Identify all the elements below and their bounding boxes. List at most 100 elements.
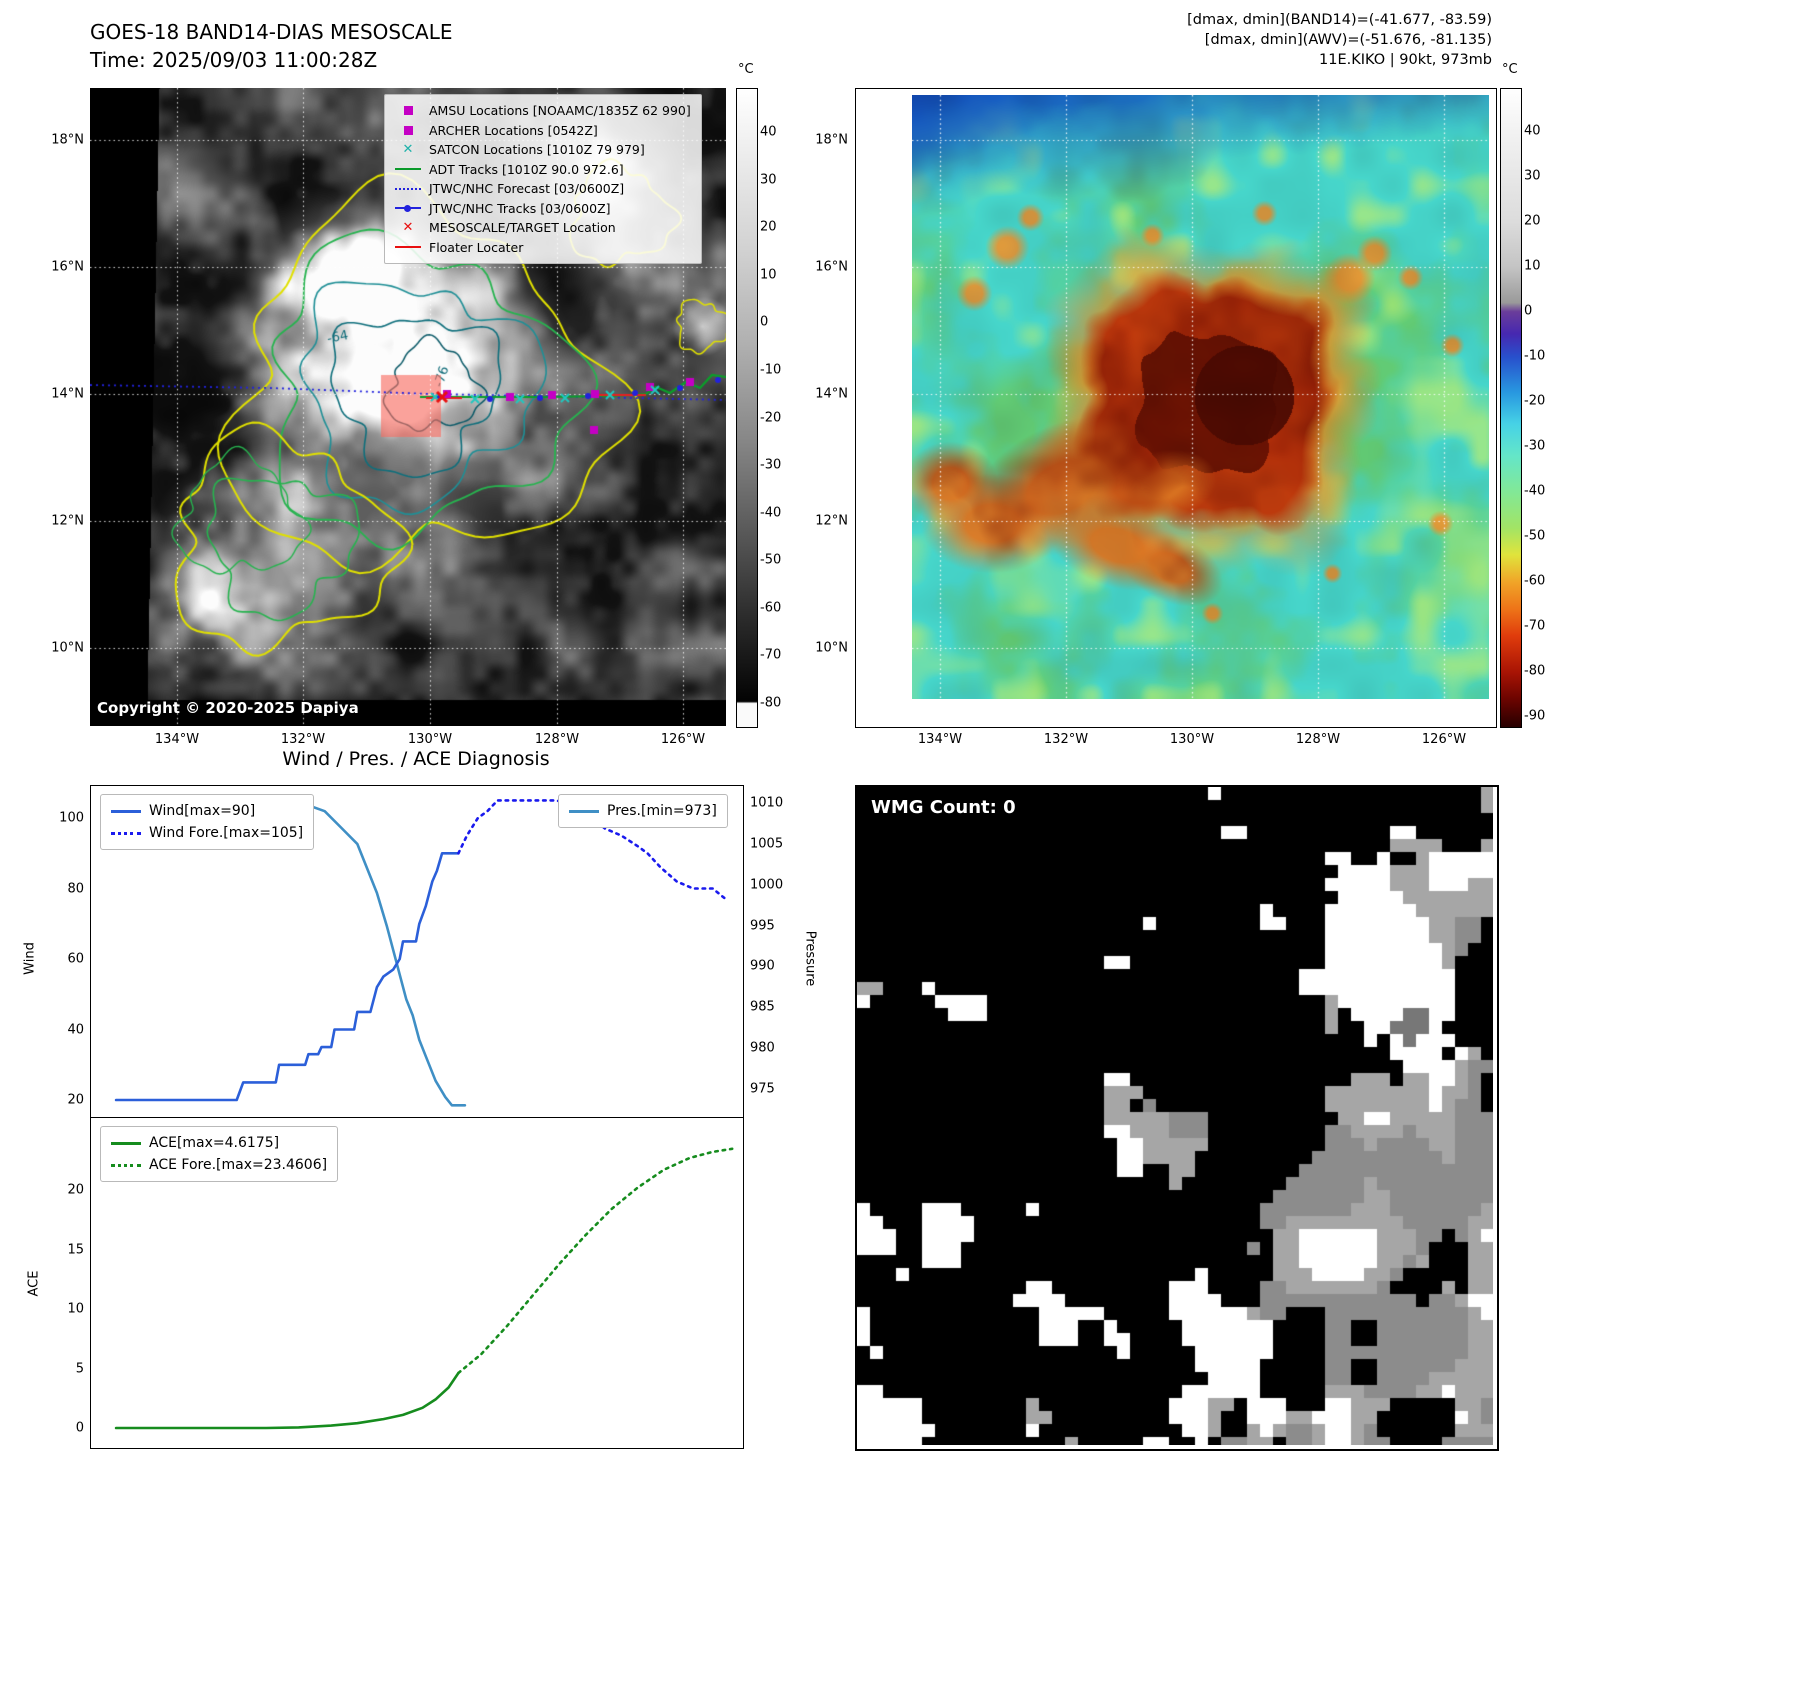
legend-label: JTWC/NHC Tracks [03/0600Z] xyxy=(429,200,611,216)
tick-label: 14°N xyxy=(815,386,848,402)
square-marker-icon xyxy=(393,106,423,116)
tick-label: -30 xyxy=(1524,438,1546,454)
tick-label: 10 xyxy=(67,1301,84,1317)
ace-axis-label: ACE xyxy=(26,1270,42,1297)
legend-label: ACE[max=4.6175] xyxy=(149,1135,280,1151)
legend-swatch xyxy=(111,831,141,835)
tick-label: 980 xyxy=(750,1040,775,1056)
tick-label: 18°N xyxy=(815,132,848,148)
wind-legend: Wind[max=90] Wind Fore.[max=105] xyxy=(100,794,315,850)
legend-item: JTWC/NHC Forecast [03/0600Z] xyxy=(393,179,691,199)
tick-label: 130°W xyxy=(1169,732,1215,747)
legend-label: Wind[max=90] xyxy=(149,803,256,819)
legend-label: Pres.[min=973] xyxy=(607,803,717,819)
tick-label: 12°N xyxy=(815,513,848,529)
tick-label: 132°W xyxy=(280,732,326,747)
legend-item: Wind[max=90] xyxy=(111,800,303,822)
tick-label: 126°W xyxy=(1421,732,1467,747)
tick-label: 40 xyxy=(1524,123,1541,139)
legend-item: AMSU Locations [NOAAMC/1835Z 62 990] xyxy=(393,101,691,121)
band14-colorbar-unit: °C xyxy=(738,62,754,77)
band14-map-legend: AMSU Locations [NOAAMC/1835Z 62 990] ARCH… xyxy=(384,94,702,264)
tick-label: 14°N xyxy=(51,386,84,402)
legend-label: MESOSCALE/TARGET Location xyxy=(429,220,616,236)
tick-label: 30 xyxy=(760,172,777,188)
legend-label: SATCON Locations [1010Z 79 979] xyxy=(429,142,645,158)
tick-label: -10 xyxy=(1524,348,1546,364)
x-marker-icon: ✕ xyxy=(402,142,414,158)
awv-header-line1: [dmax, dmin](BAND14)=(-41.677, -83.59) xyxy=(1187,12,1492,28)
tick-label: 990 xyxy=(750,958,775,974)
tick-label: -20 xyxy=(1524,393,1546,409)
wmg-count-image xyxy=(857,787,1493,1445)
line-marker-icon xyxy=(393,168,423,171)
tick-label: 5 xyxy=(75,1361,84,1376)
wmg-panel: WMG Count: 0 xyxy=(855,785,1499,1451)
tick-label: 10 xyxy=(760,267,777,283)
legend-item: Floater Locater xyxy=(393,238,691,258)
tick-label: -40 xyxy=(1524,483,1546,499)
legend-item: ✕ MESOSCALE/TARGET Location xyxy=(393,218,691,238)
dotted-marker-icon xyxy=(393,187,423,190)
tick-label: -80 xyxy=(760,695,782,711)
tick-label: -20 xyxy=(760,410,782,426)
tick-label: 80 xyxy=(67,881,84,896)
legend-label: ACE Fore.[max=23.4606] xyxy=(149,1157,328,1173)
wmg-count-label: WMG Count: 0 xyxy=(871,797,1016,818)
legend-item: Pres.[min=973] xyxy=(569,800,717,822)
legend-swatch xyxy=(569,809,599,813)
legend-label: ARCHER Locations [0542Z] xyxy=(429,122,598,138)
tick-label: 12°N xyxy=(51,513,84,529)
tick-label: 128°W xyxy=(534,732,580,747)
tick-label: -60 xyxy=(1524,573,1546,589)
tick-label: -80 xyxy=(1524,663,1546,679)
tick-label: -50 xyxy=(760,552,782,568)
legend-label: Wind Fore.[max=105] xyxy=(149,825,304,841)
legend-label: JTWC/NHC Forecast [03/0600Z] xyxy=(429,181,625,197)
tick-label: -70 xyxy=(760,647,782,663)
tick-label: -30 xyxy=(760,457,782,473)
tick-label: 20 xyxy=(760,219,777,235)
tick-label: 1000 xyxy=(750,877,784,893)
diagnosis-title: Wind / Pres. / ACE Diagnosis xyxy=(282,748,550,770)
pressure-legend: Pres.[min=973] xyxy=(558,794,728,828)
awv-header-line2: [dmax, dmin](AWV)=(-51.676, -81.135) xyxy=(1204,32,1492,48)
tick-label: 100 xyxy=(59,810,84,826)
tick-label: -60 xyxy=(760,600,782,616)
tick-label: 134°W xyxy=(154,732,200,747)
awv-colorbar-unit: °C xyxy=(1502,62,1518,77)
legend-label: Floater Locater xyxy=(429,239,524,255)
legend-label: AMSU Locations [NOAAMC/1835Z 62 990] xyxy=(429,103,691,119)
tick-label: 40 xyxy=(760,124,777,140)
tick-label: 132°W xyxy=(1043,732,1089,747)
band14-map: AMSU Locations [NOAAMC/1835Z 62 990] ARCH… xyxy=(90,88,726,726)
band14-colorbar xyxy=(736,88,758,728)
tick-label: 134°W xyxy=(917,732,963,747)
tick-label: 40 xyxy=(67,1022,84,1037)
awv-satellite-image xyxy=(912,95,1489,699)
tick-label: 20 xyxy=(67,1182,84,1198)
awv-header: [dmax, dmin](BAND14)=(-41.677, -83.59) [… xyxy=(900,10,1492,70)
tick-label: 20 xyxy=(67,1092,84,1108)
tick-label: 1010 xyxy=(750,795,784,811)
legend-swatch xyxy=(111,809,141,813)
tick-label: 1005 xyxy=(750,836,784,852)
tick-label: 130°W xyxy=(407,732,453,747)
tick-label: -40 xyxy=(760,505,782,521)
tick-label: -10 xyxy=(760,362,782,378)
band14-time: Time: 2025/09/03 11:00:28Z xyxy=(90,48,378,72)
tick-label: 16°N xyxy=(51,259,84,275)
tick-label: 60 xyxy=(67,951,84,967)
tick-label: 995 xyxy=(750,918,775,934)
tick-label: 16°N xyxy=(815,259,848,275)
tick-label: -90 xyxy=(1524,708,1546,724)
tick-label: 975 xyxy=(750,1081,775,1097)
legend-item: ✕ SATCON Locations [1010Z 79 979] xyxy=(393,140,691,160)
legend-item: ADT Tracks [1010Z 90.0 972.6] xyxy=(393,160,691,180)
tick-label: 126°W xyxy=(660,732,706,747)
tick-label: 10°N xyxy=(51,640,84,656)
tick-label: 10°N xyxy=(815,640,848,656)
tick-label: 10 xyxy=(1524,258,1541,274)
tick-label: 0 xyxy=(760,314,769,330)
